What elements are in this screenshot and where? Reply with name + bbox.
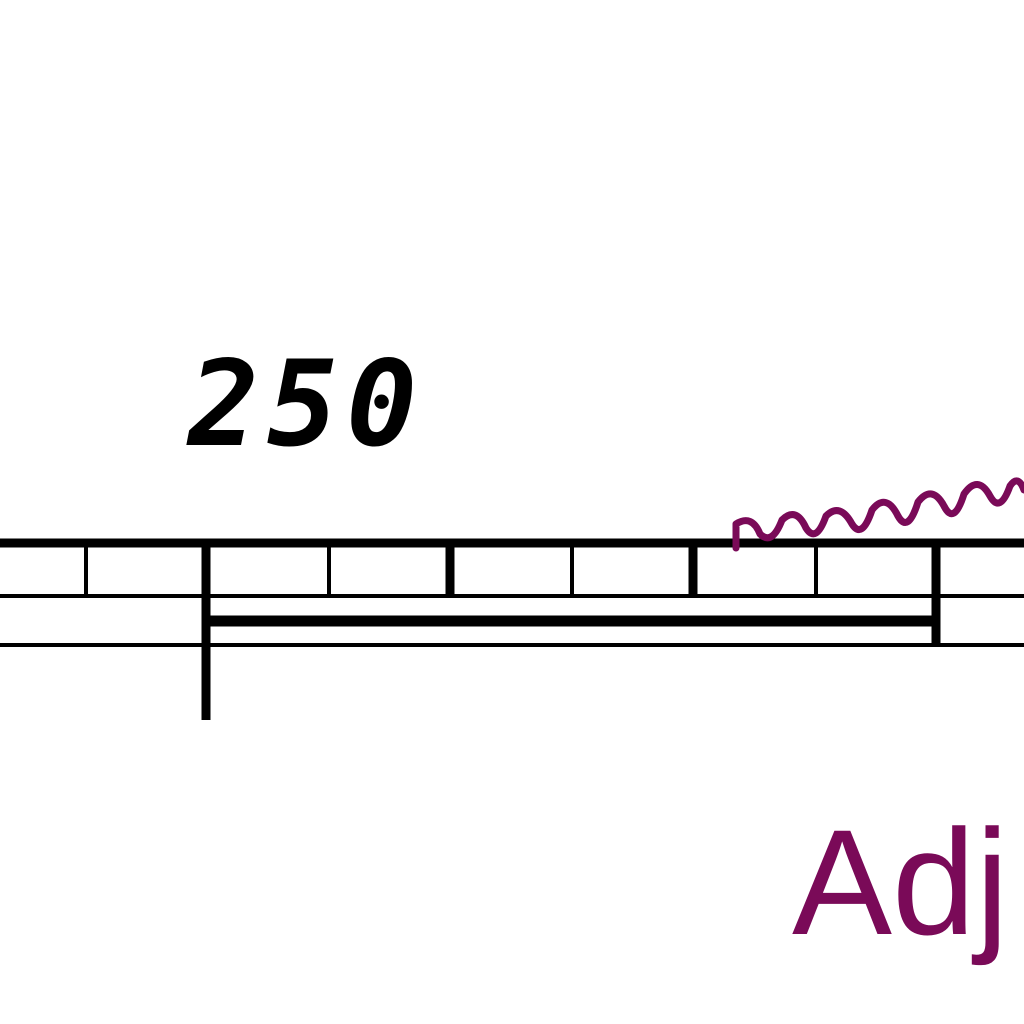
thin-dividers	[84, 543, 818, 596]
dimension-label: 250	[186, 335, 425, 473]
thick-dividers	[445, 543, 698, 596]
annotation-label: Adj	[792, 798, 1009, 966]
wavy-leader-line	[732, 477, 1024, 552]
